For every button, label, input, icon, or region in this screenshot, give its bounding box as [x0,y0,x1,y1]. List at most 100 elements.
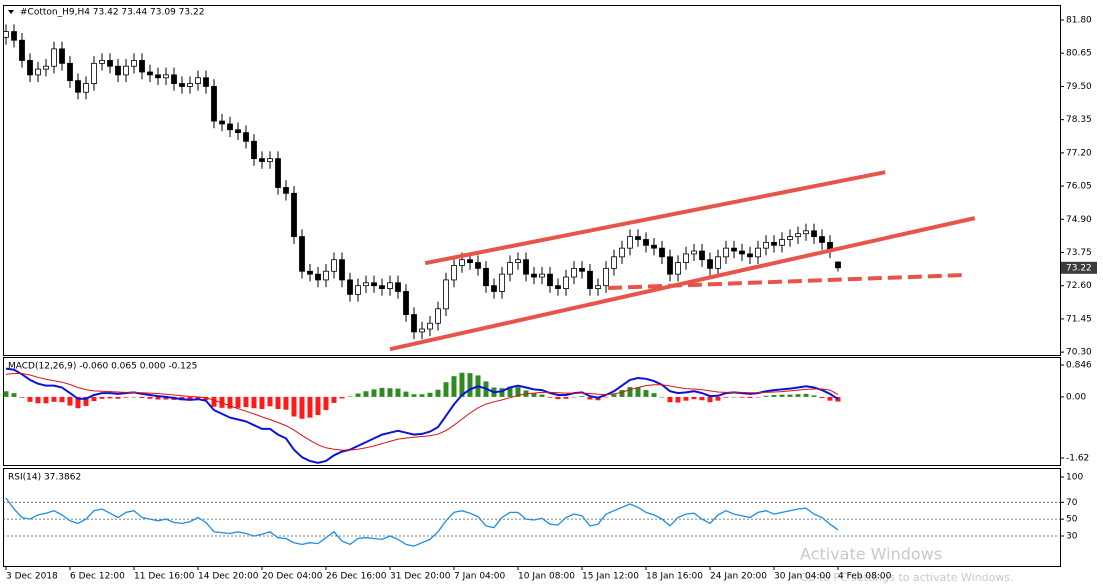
macd-histogram-bar [395,388,401,397]
macd-panel [3,357,1061,466]
macd-histogram-bar [355,393,361,397]
x-tick-label: 24 Jan 20:00 [710,572,767,582]
candle-body [267,158,273,162]
candle-body [115,65,121,76]
candle-body [515,259,521,263]
y-tick-label: 78.35 [1066,115,1092,125]
candle-body [523,259,529,275]
candle-body [779,239,785,246]
macd-histogram-bar [723,396,729,398]
x-tick-label: 4 Feb 08:00 [838,572,892,582]
y-tick-label: 81.80 [1066,16,1092,26]
candle-body [243,132,249,142]
trendline [424,170,886,266]
candle-body [499,273,505,292]
macd-histogram-bar [707,396,713,403]
rsi-panel [3,468,1061,567]
candle-body [91,62,97,84]
candle-body [667,256,673,275]
y-tick-label: 50 [1066,515,1078,525]
rsi-title: RSI(14) 37.3862 [8,473,81,483]
candle-body [147,71,153,76]
macd-histogram-bar [731,396,737,398]
candle-body [451,265,457,281]
candle-body [43,65,49,70]
candle-body [371,282,377,287]
candle-body [803,230,809,235]
macd-histogram-bar [75,396,81,409]
candle-body [131,60,137,67]
candle-body [435,308,441,324]
macd-histogram-bar [67,396,73,406]
trendline [389,216,976,352]
x-tick-label: 14 Dec 20:00 [198,572,259,582]
macd-histogram-bar [403,391,409,397]
y-tick-label: -1.62 [1066,453,1089,463]
macd-histogram-bar [603,396,609,398]
macd-histogram-bar [379,387,385,397]
price-title: #Cotton_H9,H4 73.42 73.44 73.09 73.22 [20,8,204,18]
candle-body [251,140,257,160]
macd-histogram-bar [763,395,769,397]
macd-histogram-bar [331,396,337,403]
macd-histogram-bar [139,396,145,399]
macd-line [5,367,839,464]
candle-body [619,247,625,258]
candle-body [75,80,81,93]
candle-body [299,236,305,272]
candle-body [531,273,537,278]
macd-histogram-bar [91,396,97,402]
macd-histogram-bar [283,396,289,410]
menu-arrow[interactable] [8,10,14,14]
macd-histogram-bar [651,393,657,397]
candle-body [427,322,433,330]
macd-histogram-bar [11,393,17,397]
candle-body [491,285,497,292]
candle-body [235,129,241,134]
candle-body [707,259,713,269]
candle-body [187,83,193,87]
macd-histogram-bar [315,396,321,415]
x-tick-label: 15 Jan 12:00 [582,572,639,582]
candle-body [747,253,753,258]
macd-histogram-bar [99,396,105,399]
y-tick-label: 77.20 [1066,148,1092,158]
x-tick-label: 20 Dec 04:00 [262,572,323,582]
macd-histogram-bar [611,394,617,397]
macd-histogram-bar [827,396,833,401]
candle-body [59,48,65,64]
macd-histogram-bar [531,393,537,397]
candle-body [403,291,409,315]
macd-histogram-bar [619,390,625,397]
candle-body [307,270,313,275]
candle-body [331,259,337,272]
candle-body [227,123,233,131]
candle-body [579,267,585,272]
y-tick-label: 74.90 [1066,215,1092,225]
macd-histogram-bar [115,396,121,399]
candle-body [291,192,297,238]
macd-histogram-bar [451,376,457,397]
macd-histogram-bar [835,396,841,402]
macd-histogram-bar [371,389,377,397]
macd-histogram-bar [59,396,65,403]
macd-histogram-bar [203,396,209,400]
candle-body [611,256,617,269]
macd-histogram-bar [771,395,777,397]
macd-histogram-bar [235,396,241,408]
last-price-label: 73.22 [1066,263,1092,273]
candle-body [83,83,89,93]
y-tick-label: 73.75 [1066,248,1092,258]
last-price-box [1061,261,1097,274]
candle-body [603,267,609,287]
y-tick-label: 100 [1066,473,1083,483]
macd-histogram-bar [699,396,705,401]
macd-histogram-bar [819,396,825,399]
candle-body [195,77,201,84]
macd-histogram-bar [291,396,297,417]
macd-histogram-bar [579,396,585,397]
candle-body [363,282,369,287]
macd-histogram-bar [267,396,273,407]
macd-histogram-bar [339,396,345,399]
candle-body [51,48,57,67]
